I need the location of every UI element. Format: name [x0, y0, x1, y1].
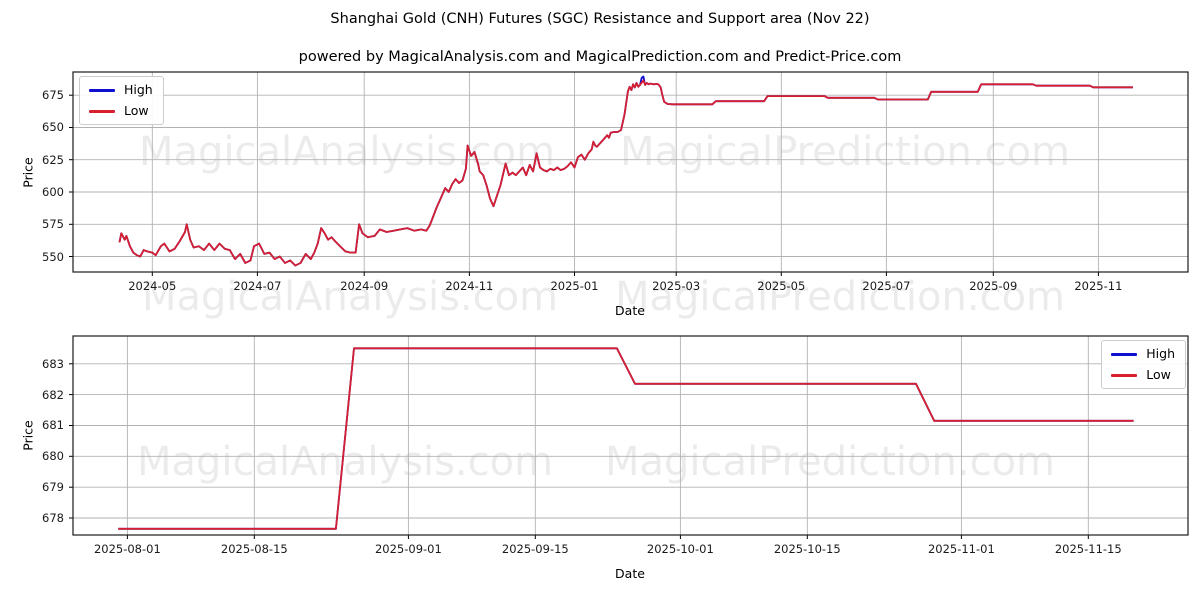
x-tick-label: 2025-07	[862, 279, 911, 293]
x-tick-label: 2025-09-01	[374, 542, 442, 556]
plot-border	[72, 71, 1189, 273]
y-tick-label: 600	[42, 185, 64, 199]
x-tick-label: 2025-11	[1074, 279, 1123, 293]
x-tick-label: 2024-05	[128, 279, 177, 293]
x-tick-label: 2025-08-01	[93, 542, 161, 556]
y-tick-label: 681	[42, 418, 64, 433]
x-tick-label: 2025-11-01	[927, 542, 995, 556]
x-tick-label: 2025-05	[757, 279, 806, 293]
low-line	[118, 347, 1134, 530]
y-tick-label: 650	[42, 120, 64, 135]
legend-entry-high: High	[1111, 347, 1175, 361]
legend-label-low: Low	[1146, 367, 1171, 382]
x-tick-label: 2024-07	[233, 279, 282, 293]
legend-bottom-chart: High Low	[1101, 340, 1186, 389]
x-tick-label: 2025-11-15	[1054, 542, 1122, 556]
high-line	[118, 347, 1134, 530]
y-tick-label: 678	[42, 511, 64, 526]
legend-entry-low: Low	[89, 104, 153, 118]
y-tick-label: 675	[42, 88, 64, 103]
x-tick-label: 2024-11	[445, 279, 494, 293]
y-tick-label: 680	[42, 449, 64, 464]
low-line-swatch	[89, 109, 115, 113]
y-tick-label: 679	[42, 480, 64, 495]
figure-subtitle: powered by MagicalAnalysis.com and Magic…	[298, 49, 902, 65]
plot-border	[72, 335, 1189, 536]
y-tick-label: 683	[42, 356, 64, 371]
x-tick-label: 2025-09	[969, 279, 1018, 293]
y-tick-label: 550	[42, 249, 64, 264]
legend-label-low: Low	[124, 103, 149, 118]
y-tick-label: 625	[42, 152, 64, 167]
legend-entry-high: High	[89, 83, 153, 97]
x-tick-label: 2025-03	[652, 279, 701, 293]
low-line	[118, 79, 1133, 267]
legend-label-high: High	[1146, 346, 1175, 361]
high-line-swatch	[1111, 352, 1138, 356]
x-tick-label: 2025-10-01	[646, 542, 714, 556]
x-tick-label: 2025-01	[550, 279, 599, 293]
legend-label-high: High	[124, 82, 153, 97]
legend-entry-low: Low	[1111, 368, 1175, 382]
legend-top-chart: High Low	[79, 76, 164, 125]
y-tick-label: 682	[42, 387, 64, 402]
high-line-swatch	[89, 88, 115, 92]
x-tick-label: 2024-09	[340, 279, 389, 293]
x-tick-label: 2025-09-15	[501, 542, 569, 556]
low-line-swatch	[1111, 373, 1138, 377]
x-axis-label-top: Date	[615, 303, 645, 318]
figure-title: Shanghai Gold (CNH) Futures (SGC) Resist…	[330, 11, 870, 27]
x-tick-label: 2025-08-15	[220, 542, 288, 556]
x-tick-label: 2025-10-15	[773, 542, 841, 556]
y-tick-label: 575	[42, 217, 64, 232]
x-axis-label-bottom: Date	[615, 566, 645, 581]
